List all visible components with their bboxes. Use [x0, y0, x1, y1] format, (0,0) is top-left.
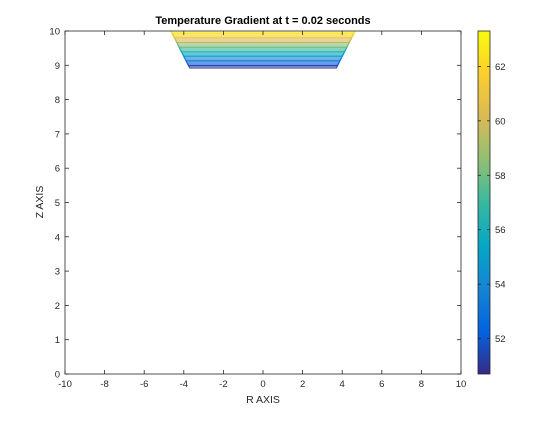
- x-tick-label: 10: [456, 379, 467, 390]
- plot-area: [64, 30, 462, 375]
- x-tick-label: 6: [379, 379, 384, 390]
- x-tick-label: -4: [180, 379, 188, 390]
- x-tick-label: 8: [419, 379, 424, 390]
- y-axis-label: Z AXIS: [34, 186, 46, 219]
- y-tick-label: 1: [55, 335, 60, 346]
- y-tick-label: 10: [49, 27, 60, 38]
- y-tick-label: 9: [55, 61, 60, 72]
- colorbar: [477, 30, 491, 375]
- x-tick-label: 2: [300, 379, 305, 390]
- y-tick-label: 3: [55, 267, 60, 278]
- y-tick-label: 0: [55, 370, 60, 381]
- colorbar-tick-label: 52: [495, 334, 506, 345]
- x-tick-label: -10: [58, 379, 72, 390]
- chart-title: Temperature Gradient at t = 0.02 seconds: [155, 15, 370, 27]
- y-tick-label: 7: [55, 129, 60, 140]
- x-tick-label: 4: [340, 379, 345, 390]
- x-tick-label: 0: [260, 379, 265, 390]
- colorbar-tick-label: 58: [495, 171, 506, 182]
- contour-lines: [170, 31, 356, 69]
- x-tick-label: -8: [100, 379, 108, 390]
- y-tick-label: 2: [55, 301, 60, 312]
- x-axis-label: R AXIS: [246, 394, 280, 406]
- y-axis: 0 1 2 3 4 5 6 7 8 9 10: [49, 27, 461, 381]
- colorbar-ticks: 52 54 56 58 60 62: [478, 62, 506, 345]
- x-axis: -10 -8 -6 -4 -2 0 2 4 6 8 10: [58, 31, 466, 390]
- x-tick-label: -6: [140, 379, 148, 390]
- y-tick-label: 4: [55, 232, 60, 243]
- colorbar-tick-label: 60: [495, 116, 506, 127]
- y-tick-label: 8: [55, 95, 60, 106]
- contour-line: [170, 31, 356, 61]
- y-tick-label: 6: [55, 164, 60, 175]
- colorbar-tick-label: 56: [495, 225, 506, 236]
- colorbar-tick-label: 62: [495, 62, 506, 73]
- y-tick-label: 5: [55, 198, 60, 209]
- colorbar-tick-label: 54: [495, 280, 506, 291]
- x-tick-label: -2: [219, 379, 227, 390]
